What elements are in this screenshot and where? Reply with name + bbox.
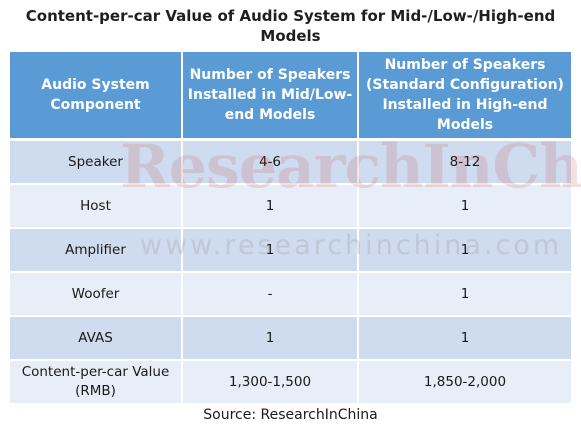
page-title: Content-per-car Value of Audio System fo… [25,7,556,45]
table-row: Host 1 1 [10,184,571,229]
header-mid-low-speakers: Number of Speakers Installed in Mid/Low-… [182,52,359,141]
cell-component: Woofer [10,272,183,317]
cell-mid-low: 1,300-1,500 [182,360,359,405]
table-row: Woofer - 1 [10,272,571,317]
cell-high-end: 8-12 [358,139,571,185]
cell-high-end: 1 [358,316,571,361]
header-high-end-speakers: Number of Speakers (Standard Configurati… [358,52,571,141]
cell-component: Amplifier [10,228,183,273]
cell-component: AVAS [10,316,183,361]
cell-high-end: 1 [358,184,571,229]
cell-mid-low: 1 [182,316,359,361]
table-row: Speaker 4-6 8-12 [10,139,571,185]
table-row: AVAS 1 1 [10,316,571,361]
table-header-row: Audio System Component Number of Speaker… [10,52,571,141]
cell-high-end: 1,850-2,000 [358,360,571,405]
cell-mid-low: 4-6 [182,139,359,185]
cell-high-end: 1 [358,272,571,317]
cell-component: Speaker [10,139,183,185]
cell-component: Host [10,184,183,229]
cell-component: Content-per-car Value (RMB) [10,360,183,405]
table-row: Amplifier 1 1 [10,228,571,273]
cell-mid-low: - [182,272,359,317]
cell-high-end: 1 [358,228,571,273]
source-note: Source: ResearchInChina [203,407,378,423]
table-row: Content-per-car Value (RMB) 1,300-1,500 … [10,360,571,405]
audio-system-table: Audio System Component Number of Speaker… [10,52,571,405]
cell-mid-low: 1 [182,228,359,273]
cell-mid-low: 1 [182,184,359,229]
header-component: Audio System Component [10,52,183,141]
